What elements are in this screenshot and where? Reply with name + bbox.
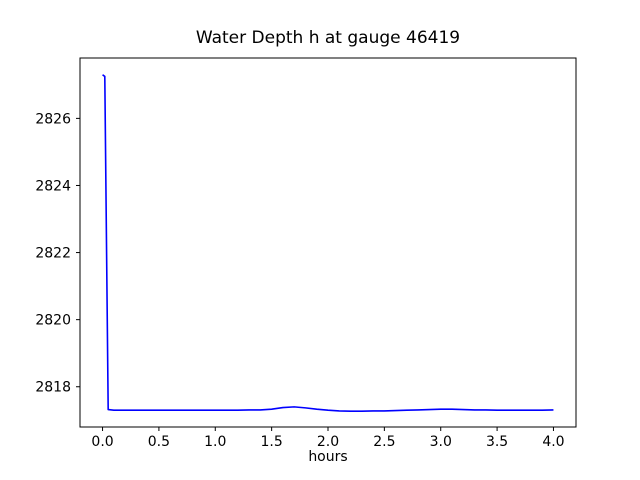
axes-frame (79, 57, 577, 428)
x-tick-label: 1.5 (261, 434, 283, 450)
x-tick-label: 0.0 (91, 434, 113, 450)
x-tick-label: 4.0 (542, 434, 564, 450)
y-tick-label: 2824 (35, 178, 71, 194)
x-axis-label: hours (308, 449, 348, 465)
x-tick-label: 1.0 (204, 434, 226, 450)
x-tick-label: 0.5 (148, 434, 170, 450)
x-tick-label: 3.5 (486, 434, 508, 450)
y-tick-label: 2822 (35, 246, 71, 262)
x-tick-label: 3.0 (430, 434, 452, 450)
chart-title: Water Depth h at gauge 46419 (195, 28, 461, 48)
x-tick-label: 2.5 (373, 434, 395, 450)
data-line-h (102, 74, 554, 413)
y-tick-label: 2826 (35, 111, 71, 127)
x-tick-label: 2.0 (317, 434, 339, 450)
y-tick-label: 2820 (35, 313, 71, 329)
y-tick-label: 2818 (35, 380, 71, 396)
